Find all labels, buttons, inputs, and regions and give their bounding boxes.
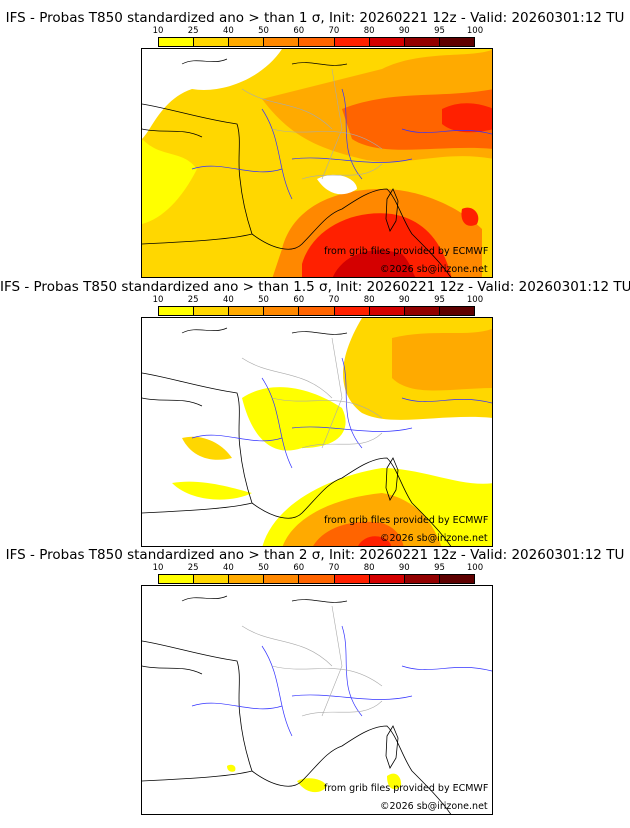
legend-tick: 90 [398,26,410,36]
credit-source: from grib files provided by ECMWF [324,246,489,257]
legend-swatch [334,38,370,46]
panel-title: IFS - Probas T850 standardized ano > tha… [5,547,625,563]
credit-copyright: ©2026 sb@irizone.net [380,264,488,275]
legend-swatch [439,575,474,583]
legend-tick: 70 [328,295,340,305]
legend-swatch [194,38,230,46]
legend-swatch [159,575,195,583]
legend-tick: 80 [363,295,375,305]
probability-map: from grib files provided by ECMWF ©2026 … [141,585,493,815]
legend-swatch [439,38,474,46]
legend-swatch [159,307,195,315]
legend-tick: 100 [466,563,484,573]
color-legend: 10 25 40 50 60 70 80 90 95 100 [153,563,483,584]
legend-swatch [404,307,440,315]
legend-tick: 10 [152,295,164,305]
legend-tick: 50 [258,26,269,36]
legend-tick: 100 [466,26,484,36]
legend-swatch [369,307,405,315]
legend-tick: 90 [398,563,410,573]
legend-tick: 60 [293,26,305,36]
legend-tick: 100 [466,295,484,305]
legend-swatch [194,307,230,315]
legend-swatch [229,307,265,315]
legend-tick: 50 [258,295,269,305]
panel-title: IFS - Probas T850 standardized ano > tha… [5,10,625,26]
legend-swatch [299,38,335,46]
legend-tick: 10 [152,563,164,573]
color-legend: 10 25 40 50 60 70 80 90 95 100 [153,295,483,316]
color-legend: 10 25 40 50 60 70 80 90 95 100 [153,26,483,47]
legend-swatch [369,575,405,583]
legend-tick: 40 [222,295,234,305]
credit-source: from grib files provided by ECMWF [324,783,489,794]
probability-map: from grib files provided by ECMWF ©2026 … [141,48,493,278]
credit-copyright: ©2026 sb@irizone.net [380,533,488,544]
legend-tick: 60 [293,295,305,305]
legend-tick: 10 [152,26,164,36]
legend-swatch [229,575,265,583]
legend-swatch [264,38,300,46]
legend-tick: 40 [222,26,234,36]
legend-tick: 95 [434,295,445,305]
legend-tick: 25 [187,563,199,573]
legend-tick: 80 [363,563,375,573]
legend-swatch [404,38,440,46]
map-canvas [142,318,492,546]
legend-tick: 95 [434,563,445,573]
map-panel-1-5-sigma: IFS - Probas T850 standardized ano > tha… [0,269,630,547]
legend-tick: 25 [187,26,199,36]
map-panel-2-sigma: IFS - Probas T850 standardized ano > tha… [0,537,630,815]
legend-tick: 95 [434,26,445,36]
legend-tick: 25 [187,295,199,305]
legend-swatch [299,575,335,583]
legend-swatch [264,307,300,315]
legend-swatch [334,575,370,583]
legend-tick: 80 [363,26,375,36]
legend-tick: 40 [222,563,234,573]
legend-swatch [264,575,300,583]
legend-swatch [439,307,474,315]
legend-tick: 90 [398,295,410,305]
map-canvas [142,49,492,277]
legend-swatch [159,38,195,46]
panel-title: IFS - Probas T850 standardized ano > tha… [0,279,630,295]
map-canvas [142,595,492,814]
legend-swatch [369,38,405,46]
legend-tick: 60 [293,563,305,573]
probability-map: from grib files provided by ECMWF ©2026 … [141,317,493,547]
legend-swatch [404,575,440,583]
legend-tick: 70 [328,563,340,573]
credit-source: from grib files provided by ECMWF [324,515,489,526]
legend-swatch [334,307,370,315]
map-panel-1-sigma: IFS - Probas T850 standardized ano > tha… [0,0,630,278]
credit-copyright: ©2026 sb@irizone.net [380,801,488,812]
legend-swatch [229,38,265,46]
legend-tick: 70 [328,26,340,36]
legend-swatch [194,575,230,583]
legend-swatch [299,307,335,315]
legend-tick: 50 [258,563,269,573]
